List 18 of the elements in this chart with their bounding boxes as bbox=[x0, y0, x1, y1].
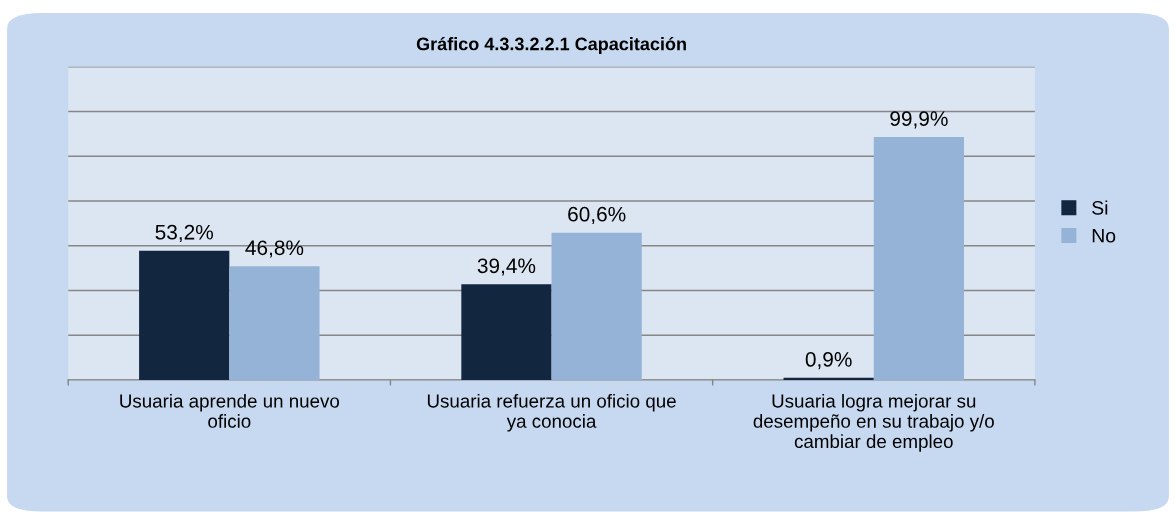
x-tick-label: Usuaria aprende un nuevo oficio bbox=[120, 393, 340, 428]
legend-label: No bbox=[1092, 228, 1116, 243]
bar bbox=[783, 377, 874, 381]
bar bbox=[461, 284, 552, 381]
x-tick-label: Usuaria logra mejorar su desempeño en su trabajo y/o cambiar de empleo bbox=[753, 393, 994, 452]
legend-label: Si bbox=[1092, 200, 1108, 215]
data-label: 0,9% bbox=[805, 352, 852, 370]
bar bbox=[139, 250, 230, 381]
data-label: 53,2% bbox=[155, 224, 214, 243]
bar bbox=[873, 137, 964, 381]
bar bbox=[229, 266, 320, 381]
x-tick-label: Usuaria refuerza un oficio que ya conocia bbox=[427, 393, 676, 432]
bar bbox=[551, 232, 642, 381]
data-label: 60,6% bbox=[568, 206, 626, 225]
data-label: 39,4% bbox=[477, 258, 536, 276]
data-label: 99,9% bbox=[890, 111, 948, 129]
chart-title: Gráfico 4.3.3.2.2.1 Capacitación bbox=[416, 36, 686, 54]
data-label: 46,8% bbox=[245, 240, 304, 258]
